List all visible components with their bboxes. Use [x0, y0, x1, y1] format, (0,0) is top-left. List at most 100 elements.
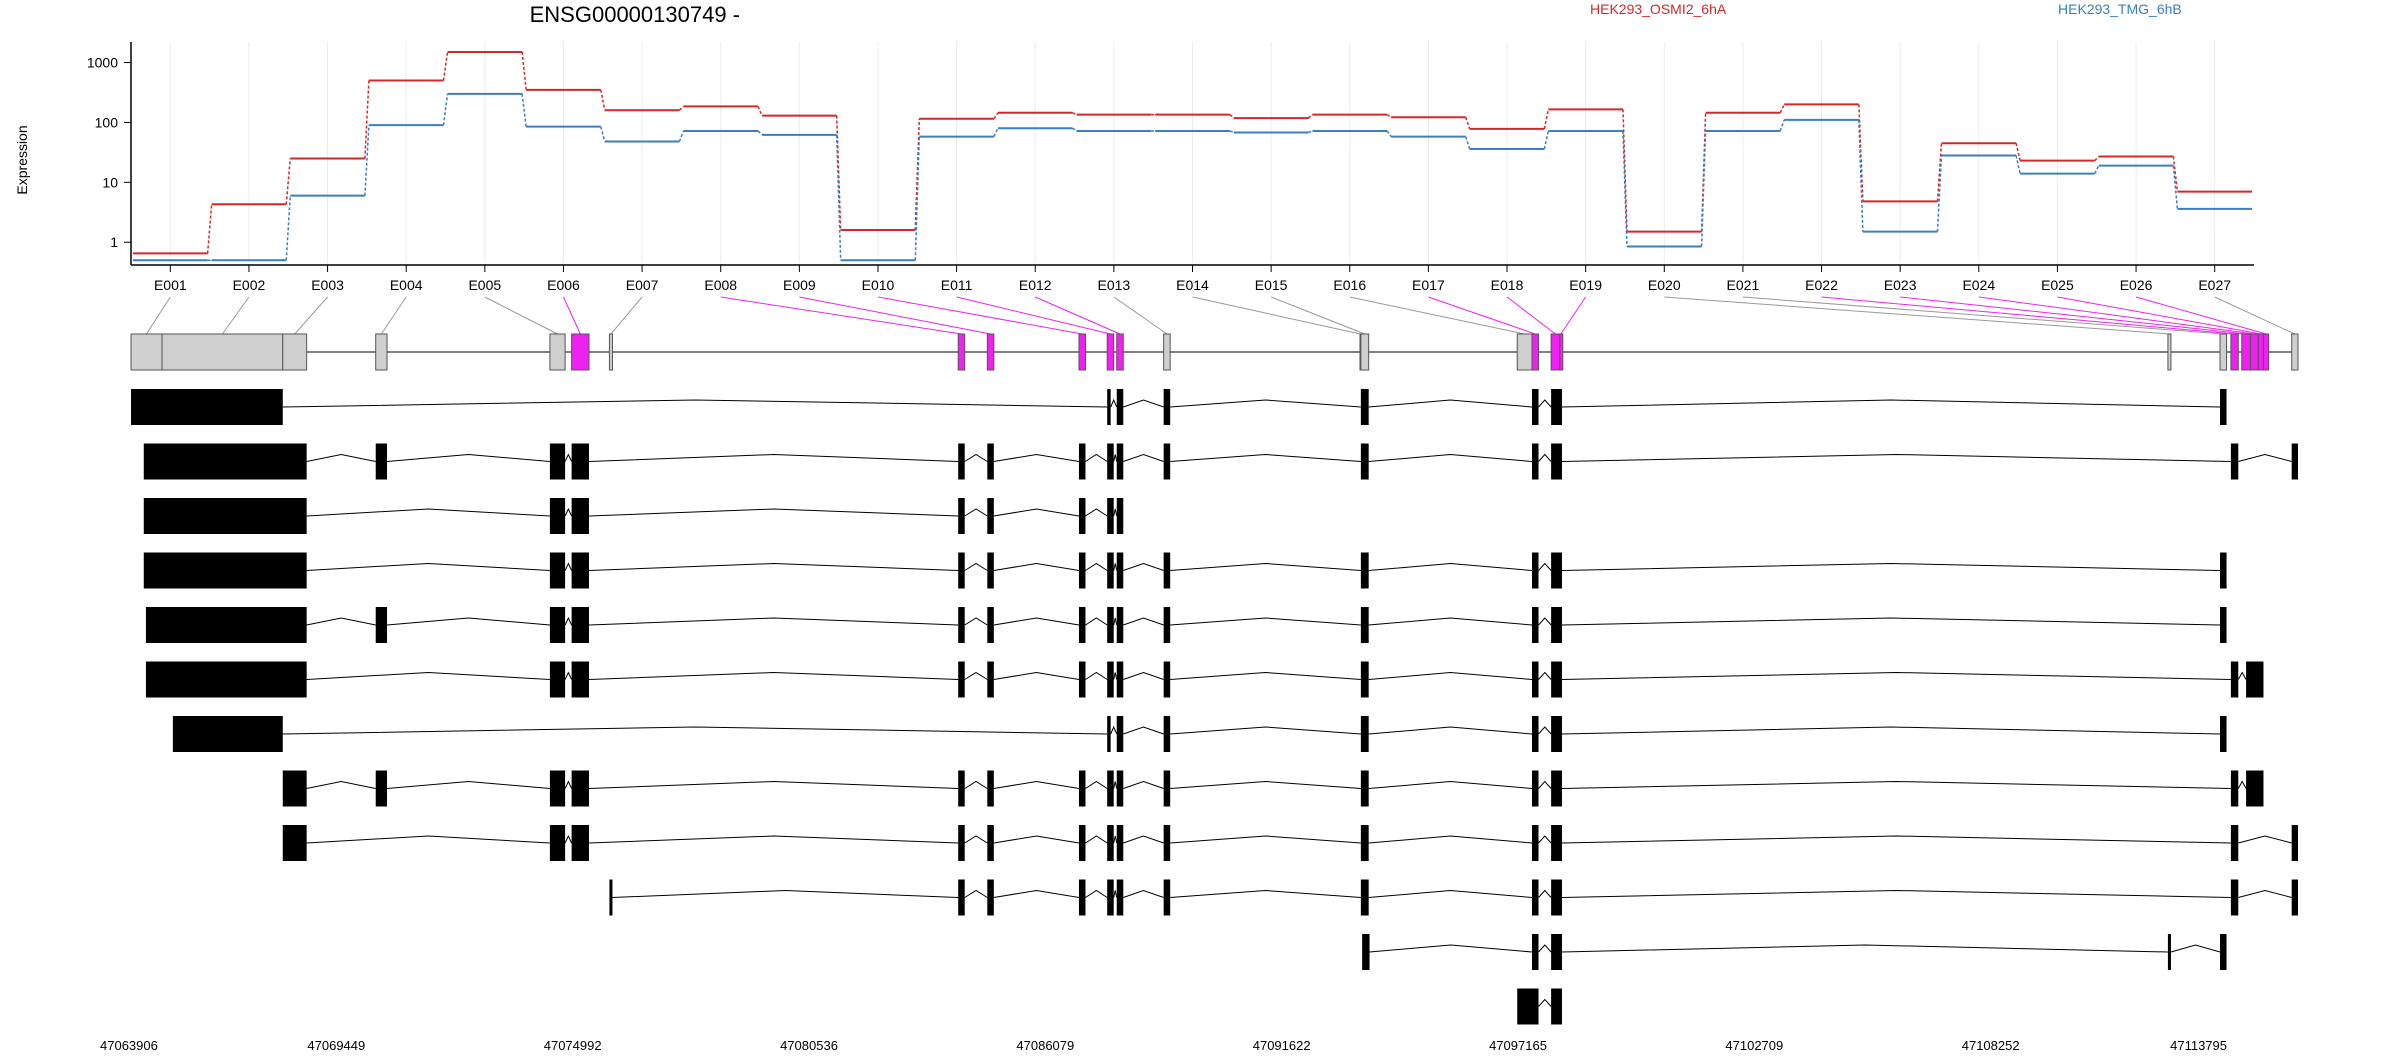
- transcript-exon: [1531, 607, 1539, 643]
- transcript-exon: [282, 825, 307, 861]
- transcript-exon: [1360, 879, 1369, 916]
- transcript-exon: [145, 607, 307, 643]
- series-1-connector: [521, 93, 527, 127]
- exon-bin: [161, 333, 284, 371]
- intron-line: [1085, 780, 1108, 789]
- intron-line: [993, 562, 1080, 571]
- series-1-connector: [1700, 130, 1707, 247]
- exon-link-line: [1821, 296, 2235, 335]
- genomic-coordinate-label: 47086079: [1016, 1038, 1074, 1053]
- intron-line: [306, 671, 550, 680]
- intron-line: [2238, 889, 2292, 898]
- intron-line: [306, 780, 376, 789]
- transcript-exon: [1360, 607, 1369, 643]
- x-tick-label: E026: [2120, 277, 2153, 293]
- transcript-exon: [1551, 389, 1562, 425]
- series-0-connector: [1936, 143, 1943, 202]
- intron-line: [1123, 835, 1164, 844]
- transcript-exon: [1163, 443, 1171, 480]
- transcript-exon: [1531, 716, 1539, 752]
- x-tick-label: E006: [547, 277, 580, 293]
- series-1-connector: [2172, 165, 2179, 209]
- intron-line: [306, 562, 550, 571]
- x-tick-label: E013: [1098, 277, 1131, 293]
- intron-line: [564, 507, 573, 517]
- intron-line: [1561, 453, 2231, 462]
- transcript-exon: [1107, 770, 1114, 807]
- intron-line: [1538, 399, 1552, 408]
- exon-link-line: [1664, 296, 2170, 335]
- transcript-exon: [549, 498, 566, 534]
- genomic-coordinate-label: 47080536: [780, 1038, 838, 1053]
- transcript-exon: [1078, 770, 1086, 807]
- intron-line: [964, 671, 988, 680]
- intron-line: [1368, 726, 1533, 735]
- transcript-exon: [2230, 443, 2239, 480]
- genomic-coordinate-label: 47074992: [544, 1038, 602, 1053]
- x-tick-label: E001: [154, 277, 187, 293]
- exon-link-line: [956, 296, 1111, 335]
- intron-line: [306, 508, 550, 517]
- exon-bin: [1360, 333, 1370, 371]
- transcript-exon: [1531, 988, 1539, 1025]
- intron-line: [1123, 780, 1164, 789]
- transcript-exon: [1107, 552, 1114, 589]
- transcript-exon: [571, 498, 589, 534]
- transcript-exon: [375, 770, 388, 807]
- intron-line: [1561, 671, 2231, 680]
- exon-bin: [1163, 333, 1171, 371]
- exon-bin: [375, 333, 388, 371]
- transcript-exon: [1107, 661, 1114, 698]
- series-1-connector: [2015, 155, 2021, 174]
- transcript-exon: [958, 443, 965, 480]
- x-tick-label: E008: [704, 277, 737, 293]
- exon-link-line: [2214, 296, 2296, 335]
- intron-line: [1085, 835, 1108, 844]
- series-0-connector: [2015, 143, 2021, 161]
- intron-line: [588, 453, 959, 462]
- series-1-connector: [1229, 130, 1235, 134]
- transcript-exon: [2230, 825, 2239, 861]
- x-tick-label: E022: [1805, 277, 1838, 293]
- exon-link-line: [877, 296, 1083, 335]
- x-tick-label: E012: [1019, 277, 1052, 293]
- genomic-coordinate-label: 47091622: [1253, 1038, 1311, 1053]
- intron-line: [1123, 889, 1164, 898]
- x-tick-label: E004: [390, 277, 423, 293]
- transcript-exon: [1360, 716, 1369, 752]
- transcript-exon: [987, 661, 994, 698]
- intron-line: [1113, 672, 1118, 680]
- intron-line: [1170, 617, 1361, 626]
- y-tick-label: 100: [95, 114, 119, 130]
- x-tick-label: E020: [1648, 277, 1681, 293]
- genomic-coordinate-label: 47069449: [307, 1038, 365, 1053]
- transcript-exon: [1078, 607, 1086, 643]
- transcript-exon: [1078, 825, 1086, 861]
- gene-model: 47063906 47069449 47074992 47080536 47086079…: [100, 296, 2299, 1053]
- intron-line: [1085, 671, 1108, 680]
- transcript-exon: [549, 825, 566, 861]
- exon-link-line: [146, 296, 171, 335]
- transcript-exon: [1116, 552, 1124, 589]
- series-0-connector: [678, 105, 684, 111]
- transcript-exon: [1163, 552, 1171, 589]
- transcript-exon: [1360, 552, 1369, 589]
- transcript-exon: [1116, 607, 1124, 643]
- intron-line: [1538, 617, 1552, 626]
- intron-line: [1123, 671, 1164, 680]
- legend-entry-series-b: HEK293_TMG_6hB: [2058, 1, 2182, 17]
- exon-link-line: [2135, 296, 2267, 335]
- exon-link-line: [1900, 296, 2247, 335]
- exon-bin: [2262, 333, 2270, 371]
- x-tick-label: E023: [1884, 277, 1917, 293]
- transcript-exon: [987, 607, 994, 643]
- x-tick-label: E009: [783, 277, 816, 293]
- exon-bin: [571, 333, 590, 371]
- intron-line: [1368, 780, 1533, 789]
- intron-line: [2237, 780, 2247, 789]
- x-tick-label: E015: [1255, 277, 1288, 293]
- transcript-exon: [1531, 389, 1539, 425]
- exon-bin: [2167, 333, 2172, 371]
- transcript-exon: [1107, 716, 1111, 752]
